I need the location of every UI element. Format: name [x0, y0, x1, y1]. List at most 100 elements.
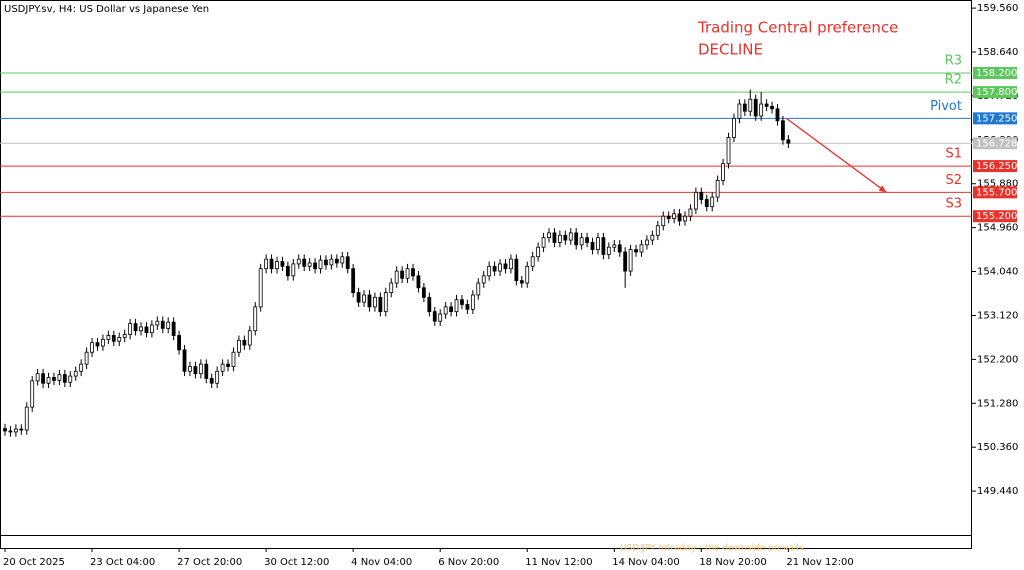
candle-body	[601, 237, 606, 255]
x-tick-label: 20 Oct 2025	[3, 557, 65, 568]
y-tick-label: 158.640	[977, 47, 1018, 58]
candle-body	[19, 428, 24, 431]
candle-body	[182, 349, 187, 372]
candle-body	[345, 256, 350, 270]
candle-body	[552, 232, 557, 243]
footer-note: USD/JPY Intraday : the downside prevails	[620, 544, 804, 554]
candle-body	[79, 363, 84, 372]
candle-body	[557, 234, 562, 243]
candle-body	[13, 428, 18, 433]
candle-body	[568, 232, 573, 241]
candle-body	[220, 363, 225, 372]
y-tick-label: 154.960	[977, 223, 1018, 234]
candle-body	[362, 294, 366, 303]
x-tick-label: 11 Nov 12:00	[525, 557, 592, 568]
y-tick-label: 149.440	[977, 486, 1018, 497]
candle-body	[465, 304, 470, 310]
candle-body	[634, 249, 638, 253]
candle-body	[612, 244, 617, 248]
candle-body	[574, 232, 579, 246]
price-box	[973, 67, 1017, 80]
candle-body	[62, 374, 67, 383]
candle-body	[149, 324, 154, 334]
candle-body	[470, 294, 475, 310]
price-box-label: 156.250	[976, 161, 1017, 172]
candle-body	[8, 430, 13, 433]
candle-body	[476, 282, 481, 296]
candle-body	[215, 370, 220, 384]
x-tick-label: 4 Nov 04:00	[351, 557, 412, 568]
candle-body	[52, 377, 56, 381]
price-box-label: 157.250	[976, 113, 1017, 124]
price-box-label: 155.200	[976, 211, 1017, 222]
candle-body	[30, 380, 35, 408]
level-name: R2	[945, 73, 962, 88]
y-tick-label: 153.120	[977, 310, 1018, 321]
level-name: Pivot	[930, 99, 962, 114]
candle-body	[541, 237, 546, 248]
candle-body	[732, 117, 736, 138]
candle-body	[704, 199, 709, 208]
candle-body	[383, 292, 388, 313]
x-tick-label: 6 Nov 20:00	[438, 557, 499, 568]
candle-body	[547, 232, 551, 239]
candle-body	[536, 246, 541, 258]
candle-body	[645, 239, 649, 246]
candle-body	[95, 342, 100, 347]
candle-body	[193, 366, 198, 375]
candle-body	[128, 323, 133, 335]
y-tick-label: 155.880	[977, 179, 1018, 190]
candle-body	[106, 335, 111, 340]
candle-body	[258, 268, 263, 308]
candle-body	[177, 335, 181, 351]
x-tick-label: 14 Nov 04:00	[612, 557, 679, 568]
y-tick-label: 159.560	[977, 3, 1018, 14]
candle-body	[726, 137, 731, 165]
chart-title: USDJPY.sv, H4: US Dollar vs Japanese Yen	[4, 4, 209, 15]
candle-body	[438, 313, 443, 322]
candle-body	[373, 296, 377, 308]
x-tick-label: 18 Nov 20:00	[699, 557, 766, 568]
candle-body	[498, 263, 502, 272]
candle-body	[416, 275, 421, 289]
candle-body	[57, 374, 62, 381]
candle-body	[432, 311, 437, 322]
candle-body	[24, 406, 29, 431]
y-tick-label: 150.360	[977, 442, 1018, 453]
candle-body	[421, 287, 426, 298]
price-box	[973, 112, 1017, 125]
candle-body	[514, 258, 519, 282]
candle-body	[411, 268, 415, 277]
x-tick-label: 30 Oct 12:00	[264, 557, 329, 568]
candle-body	[101, 338, 105, 347]
candle-body	[356, 292, 361, 303]
candle-body	[623, 251, 628, 272]
candle-body	[677, 213, 682, 222]
level-name: S3	[945, 197, 962, 212]
candle-body	[688, 208, 693, 217]
candle-body	[296, 258, 301, 265]
candle-body	[699, 191, 704, 200]
candle-body	[666, 215, 671, 219]
candle-body	[753, 98, 758, 117]
candle-body	[280, 261, 285, 267]
y-tick-label: 151.280	[977, 398, 1018, 409]
candle-body	[715, 180, 720, 198]
level-name: R3	[945, 54, 962, 69]
arrow-head	[878, 185, 887, 193]
candle-body	[237, 339, 241, 353]
candle-body	[770, 106, 774, 110]
candle-body	[198, 363, 203, 375]
candle-body	[525, 265, 530, 284]
price-box	[973, 160, 1017, 173]
price-box	[973, 137, 1017, 150]
candle-body	[139, 326, 143, 332]
candle-body	[166, 321, 171, 329]
candle-body	[503, 263, 508, 270]
candle-body	[661, 215, 666, 227]
candle-body	[405, 268, 410, 279]
candle-body	[378, 296, 383, 313]
candle-body	[155, 320, 160, 326]
candle-body	[786, 139, 791, 144]
